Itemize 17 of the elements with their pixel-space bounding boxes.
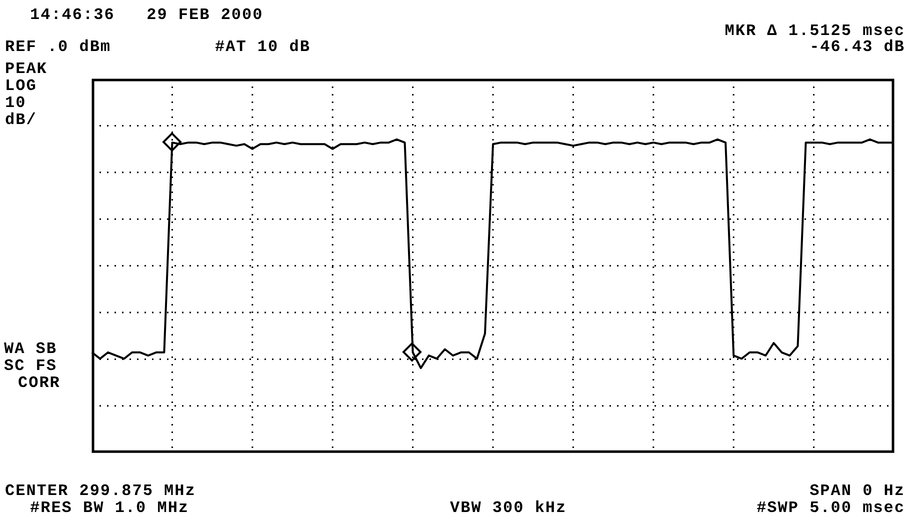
text: CORR [18, 374, 60, 392]
text: MKR Δ 1.5125 msec [724, 22, 905, 40]
text: VBW 300 kHz [450, 499, 567, 517]
text: -46.43 dB [810, 38, 905, 56]
text: SC FS [4, 357, 58, 375]
text: WA SB [4, 340, 58, 358]
text: REF .0 dBm [5, 38, 112, 56]
text: #RES BW 1.0 MHz [30, 499, 190, 517]
text: 10 [5, 94, 26, 112]
text: LOG [5, 77, 37, 95]
text: SPAN 0 Hz [810, 482, 905, 500]
text: CENTER 299.875 MHz [5, 482, 196, 500]
text: #SWP 5.00 msec [756, 499, 905, 517]
text: #AT 10 dB [215, 38, 310, 56]
text: PEAK [5, 60, 48, 78]
text: 14:46:36 29 FEB 2000 [30, 6, 264, 24]
text: dB/ [5, 111, 37, 129]
